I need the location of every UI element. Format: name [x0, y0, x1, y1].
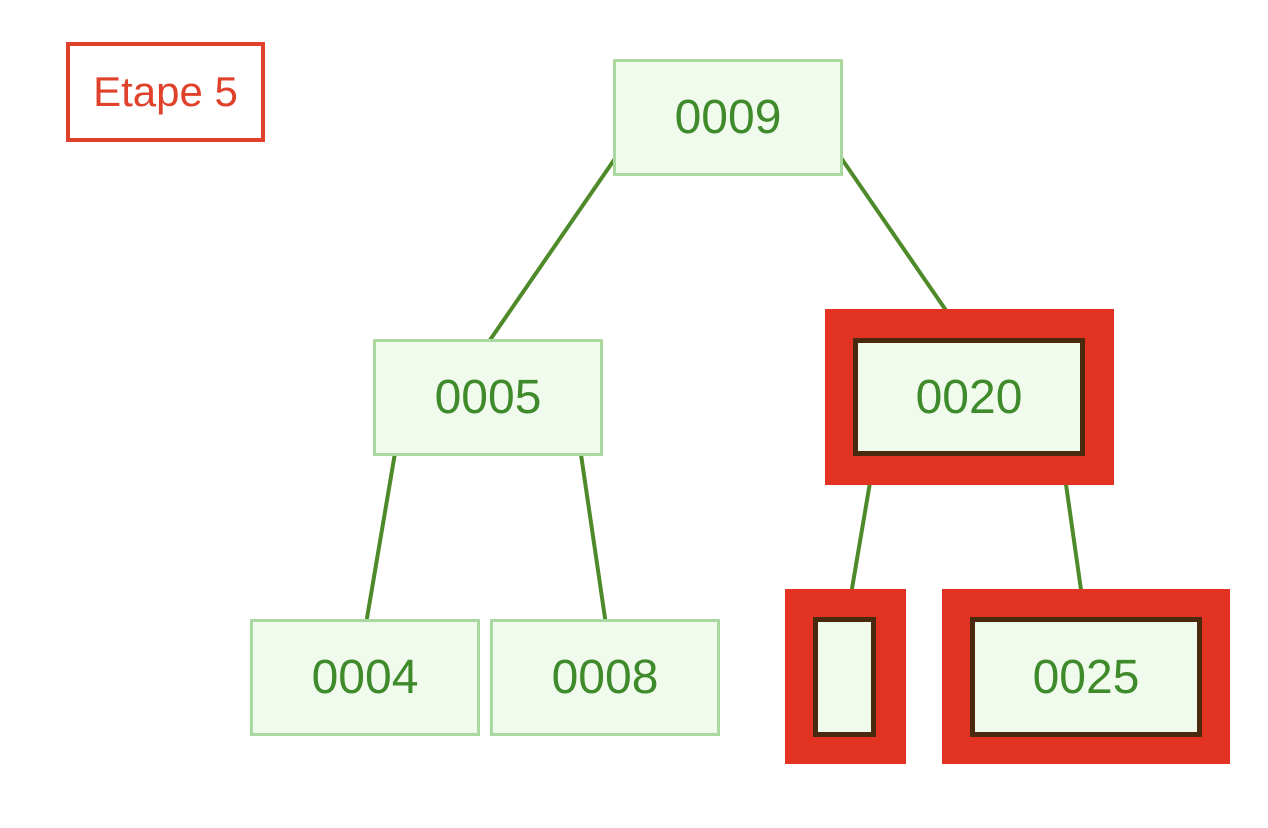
- tree-node-right-right[interactable]: 0025: [970, 617, 1202, 737]
- tree-node-root[interactable]: 0009: [613, 59, 843, 176]
- step-label: Etape 5: [66, 42, 265, 142]
- tree-node-right[interactable]: 0020: [853, 338, 1085, 456]
- tree-node-right-left-empty[interactable]: [813, 617, 876, 737]
- tree-node-left-left[interactable]: 0004: [250, 619, 480, 736]
- tree-node-left-right[interactable]: 0008: [490, 619, 720, 736]
- tree-node-left[interactable]: 0005: [373, 339, 603, 456]
